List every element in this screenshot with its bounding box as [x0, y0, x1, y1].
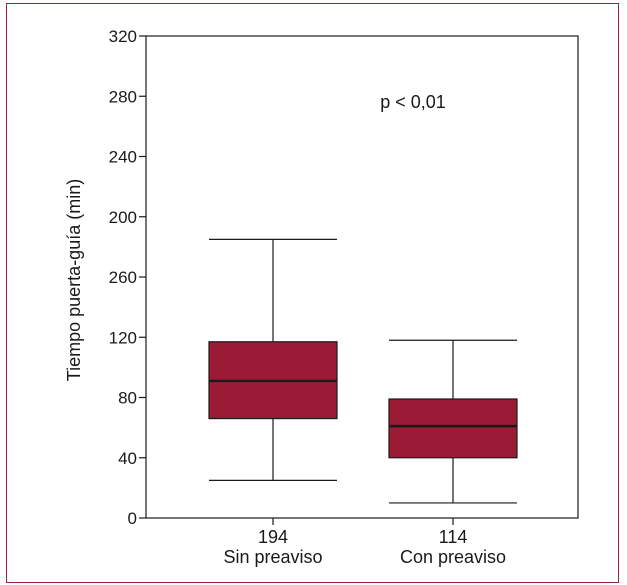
y-tick-label: 0 [128, 509, 137, 528]
y-tick-label: 240 [109, 148, 137, 167]
category-count-label: 114 [439, 527, 468, 547]
y-tick-label: 320 [109, 27, 137, 46]
category-name-label: Con preaviso [400, 547, 506, 567]
iqr-box [388, 398, 518, 459]
significance-annotation: p < 0,01 [380, 92, 446, 112]
box-1 [208, 238, 338, 481]
figure-frame [6, 3, 619, 583]
y-tick-label: 260 [109, 268, 137, 287]
y-tick-label: 80 [118, 389, 137, 408]
y-tick-label: 280 [109, 87, 137, 106]
y-tick-label: 120 [109, 328, 137, 347]
y-tick-label: 200 [109, 208, 137, 227]
box-2 [388, 339, 518, 504]
category-count-label: 194 [258, 527, 288, 547]
y-tick-label: 40 [118, 449, 137, 468]
y-axis-title: Tiempo puerta-guía (min) [64, 179, 84, 381]
y-axis: 0 40 80 120 260 200 240 280 320 [109, 27, 146, 528]
category-name-label: Sin preaviso [223, 547, 322, 567]
boxes-group [208, 238, 518, 504]
